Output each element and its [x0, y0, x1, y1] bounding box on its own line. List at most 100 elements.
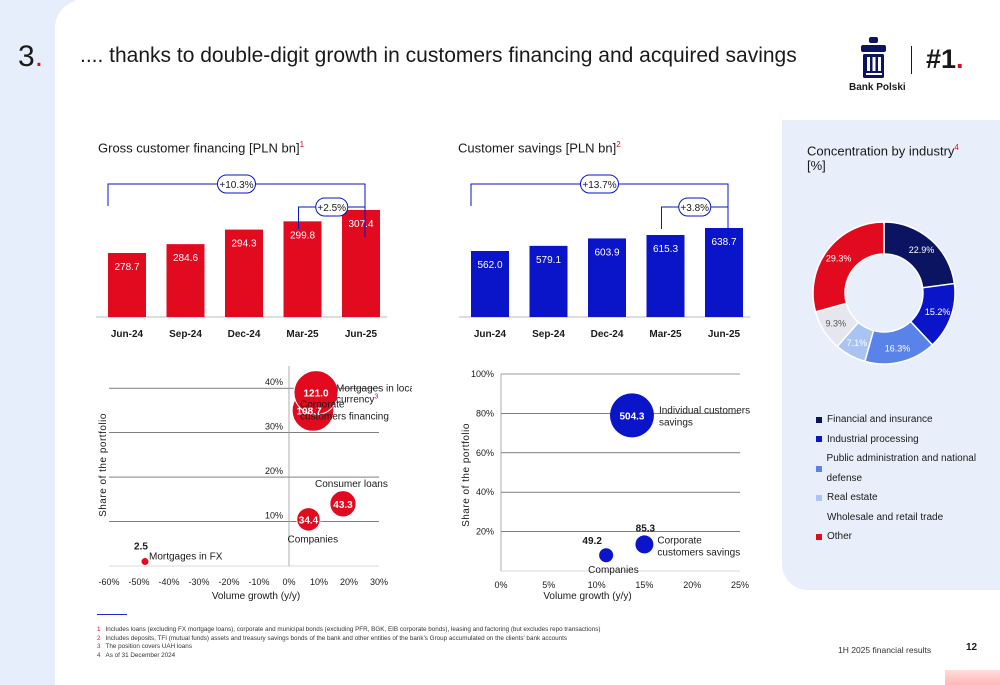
legend-label: Wholesale and retail trade [827, 511, 944, 523]
savings-bubble-value: 49.2 [582, 536, 602, 547]
footnote-number: 4 [97, 651, 101, 659]
savings-bar [705, 227, 743, 317]
savings-bubble-x-tick: 20% [683, 580, 701, 590]
financing-bubble-y-tick: 40% [265, 377, 283, 387]
financing-bubble-name: customers financing [300, 411, 389, 422]
financing-bubble [329, 490, 357, 518]
savings-bar [588, 238, 626, 317]
savings-value-label: 615.3 [653, 244, 678, 255]
financing-growth-label: +10.3% [219, 180, 253, 191]
savings-bubble-y-tick: 80% [476, 408, 494, 418]
financing-bubble-x-tick: 20% [340, 577, 358, 587]
financing-bar [283, 221, 322, 317]
gross-financing-title: Gross customer financing [PLN bn]1 [98, 140, 305, 156]
footnote-item: 3 The position covers UAH loans [97, 643, 600, 652]
financing-x-tick: Sep-24 [169, 329, 202, 340]
financing-bubble [296, 507, 321, 532]
savings-x-tick: Mar-25 [649, 329, 682, 340]
financing-growth-label: +2.5% [317, 203, 346, 214]
legend-swatch [816, 465, 822, 472]
footnote-text: The position covers UAH loans [105, 643, 192, 651]
savings-bubble-y-tick: 40% [476, 487, 494, 497]
savings-value-label: 579.1 [536, 255, 561, 266]
legend-label: Public administration and national defen… [826, 453, 977, 484]
financing-growth-pill [315, 197, 349, 217]
savings-bubble-y-tick: 20% [476, 527, 494, 537]
savings-bubble [635, 535, 654, 554]
customer-savings-chart: 562.0 Jun-24 579.1 Sep-24 603.9 Dec-24 615.3 Ma… [459, 174, 750, 340]
financing-bubble-name: Mortgages in local [336, 384, 412, 395]
footnote-number: 2 [97, 634, 101, 642]
savings-bubble-value: 504.3 [619, 411, 644, 422]
savings-bar [529, 245, 568, 317]
industry-legend: Financial and insurance Industrial proces… [816, 410, 1000, 547]
savings-x-tick: Sep-24 [532, 329, 565, 340]
savings-bubble-x-label: Volume growth (y/y) [543, 591, 631, 602]
financing-value-label: 307.4 [348, 219, 373, 230]
footnote-rule [97, 614, 127, 615]
savings-growth-label: +3.8% [680, 203, 709, 214]
rank-badge: #1. [926, 44, 964, 74]
financing-bubble-name: currency3 [336, 394, 378, 406]
footnote-number: 3 [97, 643, 101, 651]
footnote-item: 4 As of 31 December 2024 [97, 652, 600, 661]
savings-bubble-name: Individual customers [659, 405, 750, 416]
financing-bubble-name: Consumer loans [315, 479, 388, 490]
financing-bubble-chart: 10% 20% 30% 40% -60% -50% -40% -30% -20% -10% 0% 10… [98, 366, 412, 602]
donut-slice-label: 22.9% [909, 245, 935, 255]
financing-bubble-y-tick: 10% [265, 511, 283, 521]
financing-bubble-value: 108.7 [296, 406, 321, 417]
legend-swatch [816, 533, 822, 540]
donut-slice-label: 15.2% [925, 307, 951, 317]
savings-bubble-y-tick: 100% [471, 369, 494, 379]
savings-growth-label: +13.7% [582, 180, 616, 191]
financing-bar [225, 229, 263, 317]
legend-swatch [816, 436, 822, 443]
financing-bar [342, 209, 380, 317]
financing-bubble-x-tick: 0% [282, 577, 295, 587]
gross-financing-chart: 278.7 Jun-24 284.6 Sep-24 294.3 Dec-24 299.8 Ma… [96, 174, 387, 340]
financing-bar [166, 244, 205, 317]
savings-bubble-chart: 20% 40% 60% 80% 100% 0% 5% 10% 15% 20% 25% Volume g… [461, 369, 750, 602]
financing-bubble-value: 2.5 [134, 542, 148, 553]
concentration-title: Concentration by industry4 [%] [807, 143, 959, 174]
financing-bubble-x-tick: -50% [128, 577, 149, 587]
savings-growth-pill [678, 197, 712, 217]
legend-item: Public administration and national defen… [816, 449, 1000, 488]
savings-bubble-name: savings [659, 417, 693, 428]
financing-x-tick: Jun-25 [345, 329, 378, 340]
savings-bubble-x-tick: 25% [731, 580, 749, 590]
financing-x-tick: Jun-24 [111, 329, 144, 340]
financing-bubble-x-tick: 30% [370, 577, 388, 587]
financing-growth-pill [217, 174, 256, 194]
page-title: .... thanks to double-digit growth in cu… [80, 44, 797, 67]
savings-bubble [609, 393, 654, 438]
financing-bubble-x-tick: -20% [218, 577, 239, 587]
donut-slice-label: 9.3% [825, 318, 846, 328]
financing-bubble-x-tick: -40% [158, 577, 179, 587]
donut-slice [812, 221, 885, 313]
brand-divider [911, 46, 912, 74]
savings-bubble-x-tick: 15% [635, 580, 653, 590]
savings-growth-pill [580, 174, 619, 194]
financing-bubble [293, 370, 339, 416]
savings-bubble-y-label: Share of the portfolio [461, 423, 472, 527]
footnote-text: As of 31 December 2024 [105, 651, 176, 659]
legend-item: Other [816, 527, 1000, 547]
footnote-text: Includes loans (excluding FX mortgage lo… [105, 626, 601, 633]
legend-label: Financial and insurance [827, 414, 933, 425]
legend-item: Financial and insurance [816, 410, 1000, 430]
financing-bubble-x-label: Volume growth (y/y) [212, 591, 300, 602]
footer-label: 1H 2025 financial results [838, 645, 932, 655]
footnote-number: 1 [97, 626, 101, 633]
financing-bubble-y-tick: 30% [265, 422, 283, 432]
donut-slice-label: 16.3% [885, 343, 911, 353]
savings-bubble-x-tick: 0% [494, 580, 507, 590]
financing-x-tick: Mar-25 [286, 329, 319, 340]
corner-accent [945, 670, 1000, 685]
savings-bubble-x-tick: 10% [588, 580, 606, 590]
savings-bubble-name: Companies [588, 565, 639, 576]
legend-swatch [816, 416, 822, 423]
financing-bubble-name: Corporate [300, 399, 345, 410]
financing-value-label: 284.6 [173, 253, 198, 264]
